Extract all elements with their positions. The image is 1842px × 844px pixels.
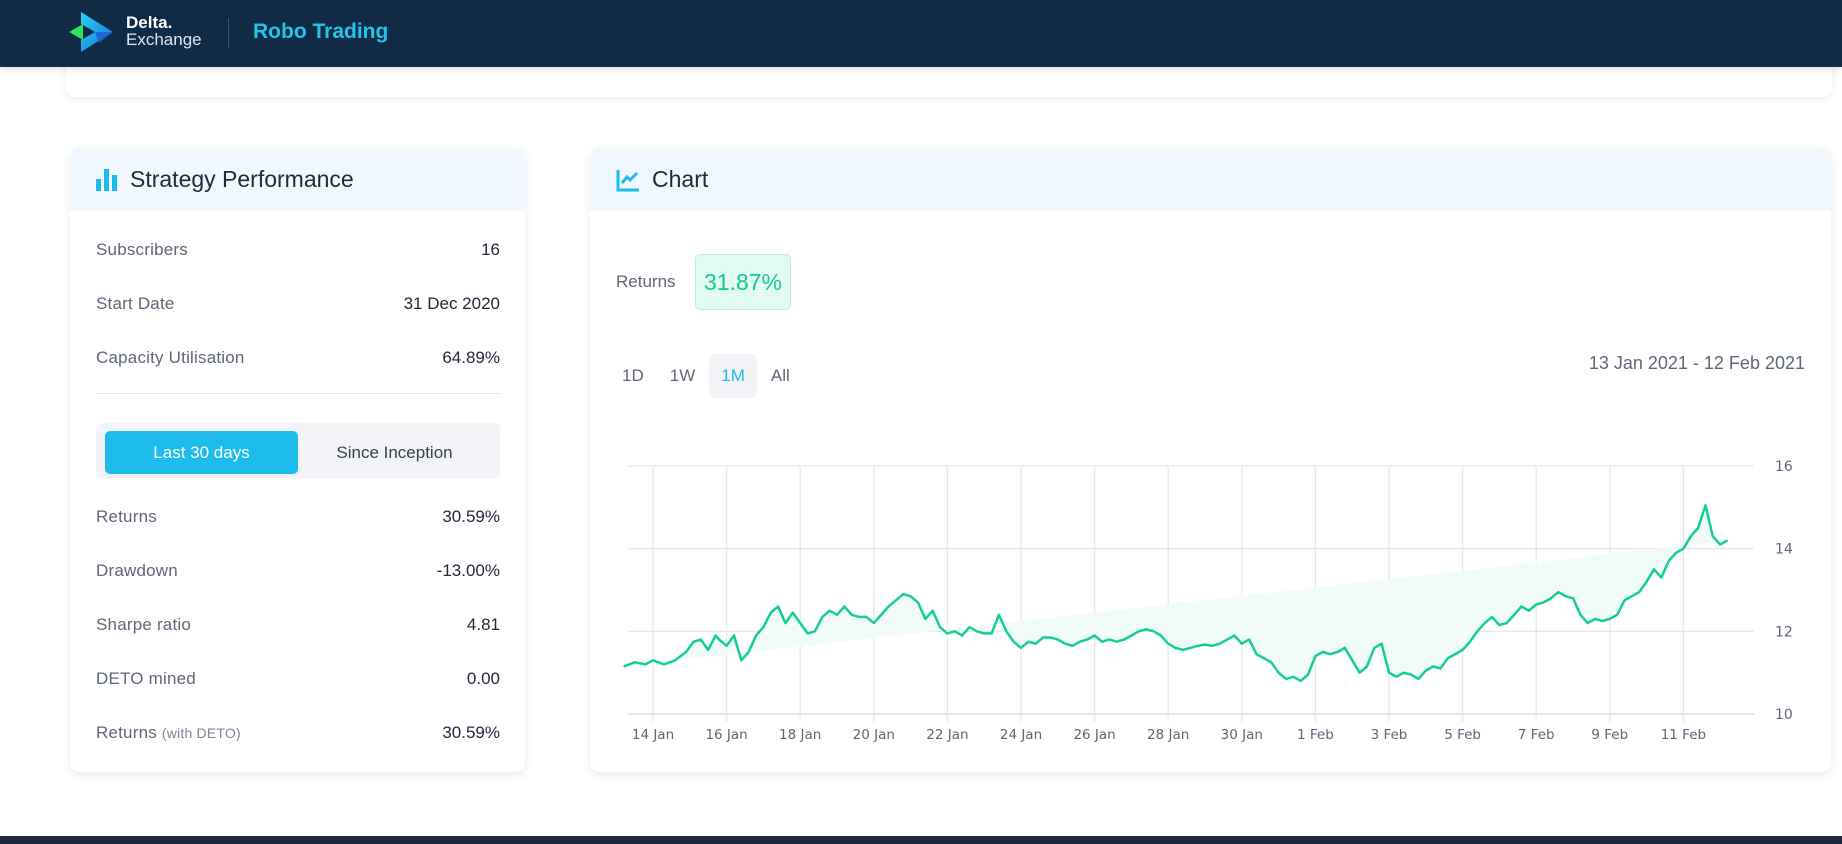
range-tabs: 1D 1W 1M All	[610, 354, 804, 398]
svg-text:11 Feb: 11 Feb	[1661, 727, 1706, 743]
range-tab-1m[interactable]: 1M	[709, 354, 757, 398]
metric-row-sharpe: Sharpe ratio 4.81	[96, 615, 500, 635]
svg-text:28 Jan: 28 Jan	[1147, 727, 1189, 743]
metric-value: 0.00	[466, 669, 500, 688]
metric-label: DETO mined	[96, 669, 196, 688]
date-range-label: 13 Jan 2021 - 12 Feb 2021	[1588, 353, 1805, 373]
since-inception-button[interactable]: Since Inception	[336, 442, 453, 462]
svg-text:18 Jan: 18 Jan	[779, 727, 821, 743]
chart-area-fill	[623, 505, 1728, 681]
logo-wordmark[interactable]: Delta. Exchange	[126, 14, 202, 48]
metric-label: Returns	[96, 507, 157, 526]
range-tab-1d[interactable]: 1D	[622, 366, 644, 385]
stat-value: 31 Dec 2020	[403, 294, 500, 313]
stat-value: 16	[481, 240, 500, 259]
svg-text:7 Feb: 7 Feb	[1518, 727, 1555, 743]
returns-label: Returns	[616, 272, 676, 291]
metric-row-deto-mined: DETO mined 0.00	[96, 669, 500, 689]
stat-row-subscribers: Subscribers 16	[96, 240, 500, 260]
card-title: Strategy Performance	[130, 166, 354, 192]
svg-text:24 Jan: 24 Jan	[1000, 727, 1042, 743]
footer-bar	[0, 836, 1842, 844]
svg-text:16: 16	[1775, 459, 1793, 475]
svg-text:9 Feb: 9 Feb	[1591, 727, 1628, 743]
metric-row-returns-with-deto: Returns (with DETO) 30.59%	[96, 723, 500, 743]
card-header: Strategy Performance	[70, 148, 525, 211]
svg-text:22 Jan: 22 Jan	[926, 727, 968, 743]
metric-label-sub: (with DETO)	[161, 725, 241, 741]
svg-text:1 Feb: 1 Feb	[1297, 727, 1334, 743]
range-tab-1w[interactable]: 1W	[669, 366, 696, 385]
metric-label: Drawdown	[96, 561, 178, 580]
svg-text:10: 10	[1775, 707, 1793, 723]
chart-line	[623, 504, 1729, 683]
metric-value: -13.00%	[436, 561, 500, 580]
strategy-performance-card: Strategy Performance Subscribers 16 Star…	[70, 148, 525, 772]
svg-text:14 Jan: 14 Jan	[632, 727, 674, 743]
stat-label: Start Date	[96, 294, 175, 313]
logo-line-1: Delta.	[126, 13, 173, 32]
metric-value: 30.59%	[442, 723, 500, 742]
svg-text:30 Jan: 30 Jan	[1221, 727, 1263, 743]
stat-label: Subscribers	[96, 240, 188, 259]
metric-value: 30.59%	[442, 507, 500, 526]
svg-text:20 Jan: 20 Jan	[853, 727, 895, 743]
returns-badge: 31.87%	[695, 254, 791, 310]
svg-text:5 Feb: 5 Feb	[1444, 727, 1481, 743]
line-chart-icon	[616, 169, 639, 191]
x-axis-labels: 14 Jan 16 Jan 18 Jan 20 Jan 22 Jan 24 Jan 26 J…	[632, 727, 1706, 743]
stat-value: 64.89%	[442, 348, 500, 367]
product-title[interactable]: Robo Trading	[253, 20, 389, 43]
svg-text:14: 14	[1775, 542, 1793, 558]
svg-text:16 Jan: 16 Jan	[705, 727, 747, 743]
svg-text:12: 12	[1775, 624, 1793, 640]
card-title: Chart	[652, 166, 709, 192]
top-navigation-bar: Delta. Exchange Robo Trading	[0, 0, 1842, 67]
delta-exchange-logo-icon[interactable]	[69, 10, 115, 54]
metric-row-drawdown: Drawdown -13.00%	[96, 561, 500, 581]
last-30-days-button[interactable]: Last 30 days	[105, 431, 298, 474]
period-toggle: Last 30 days Since Inception	[96, 423, 500, 479]
stat-label: Capacity Utilisation	[96, 348, 245, 367]
bar-chart-icon	[96, 168, 117, 191]
returns-line-chart[interactable]: 14 Jan 16 Jan 18 Jan 20 Jan 22 Jan 24 Jan 26 J…	[590, 148, 1831, 772]
chart-card: Chart Returns 31.87% 1D 1W 1M All 13 Jan…	[590, 148, 1831, 772]
metric-row-returns: Returns 30.59%	[96, 507, 500, 527]
logo-line-2: Exchange	[126, 30, 202, 49]
metric-value: 4.81	[466, 615, 500, 634]
card-header: Chart	[590, 148, 1831, 211]
stat-row-capacity: Capacity Utilisation 64.89%	[96, 348, 500, 368]
metric-label: Sharpe ratio	[96, 615, 192, 634]
divider	[96, 393, 500, 394]
svg-text:26 Jan: 26 Jan	[1073, 727, 1115, 743]
svg-text:3 Feb: 3 Feb	[1371, 727, 1408, 743]
range-tab-all[interactable]: All	[770, 366, 790, 385]
metric-label-main: Returns	[96, 723, 157, 742]
chart-grid	[628, 465, 1754, 722]
stat-row-start-date: Start Date 31 Dec 2020	[96, 294, 500, 314]
header-divider	[228, 18, 229, 48]
metric-label: Returns (with DETO)	[96, 723, 241, 743]
y-axis-labels: 10 12 14 16	[1775, 459, 1793, 723]
